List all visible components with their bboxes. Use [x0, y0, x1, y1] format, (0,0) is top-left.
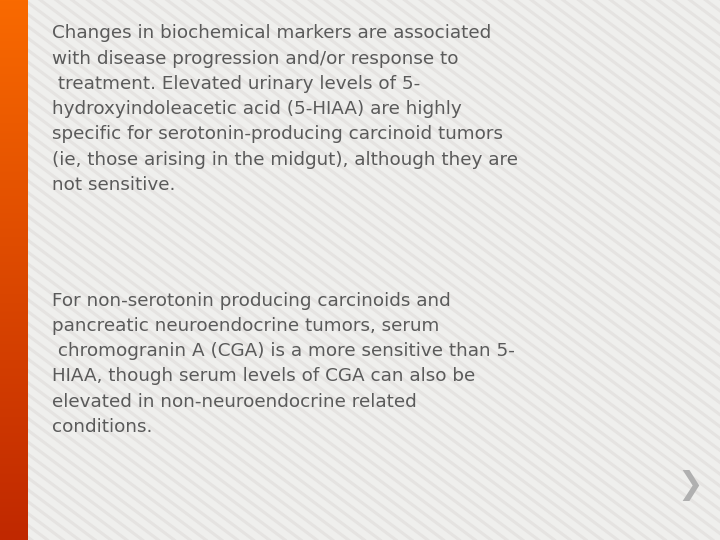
Text: Changes in biochemical markers are associated
with disease progression and/or re: Changes in biochemical markers are assoc… — [52, 24, 518, 194]
Text: ❯: ❯ — [677, 470, 703, 501]
Text: For non-serotonin producing carcinoids and
pancreatic neuroendocrine tumors, ser: For non-serotonin producing carcinoids a… — [52, 292, 515, 436]
